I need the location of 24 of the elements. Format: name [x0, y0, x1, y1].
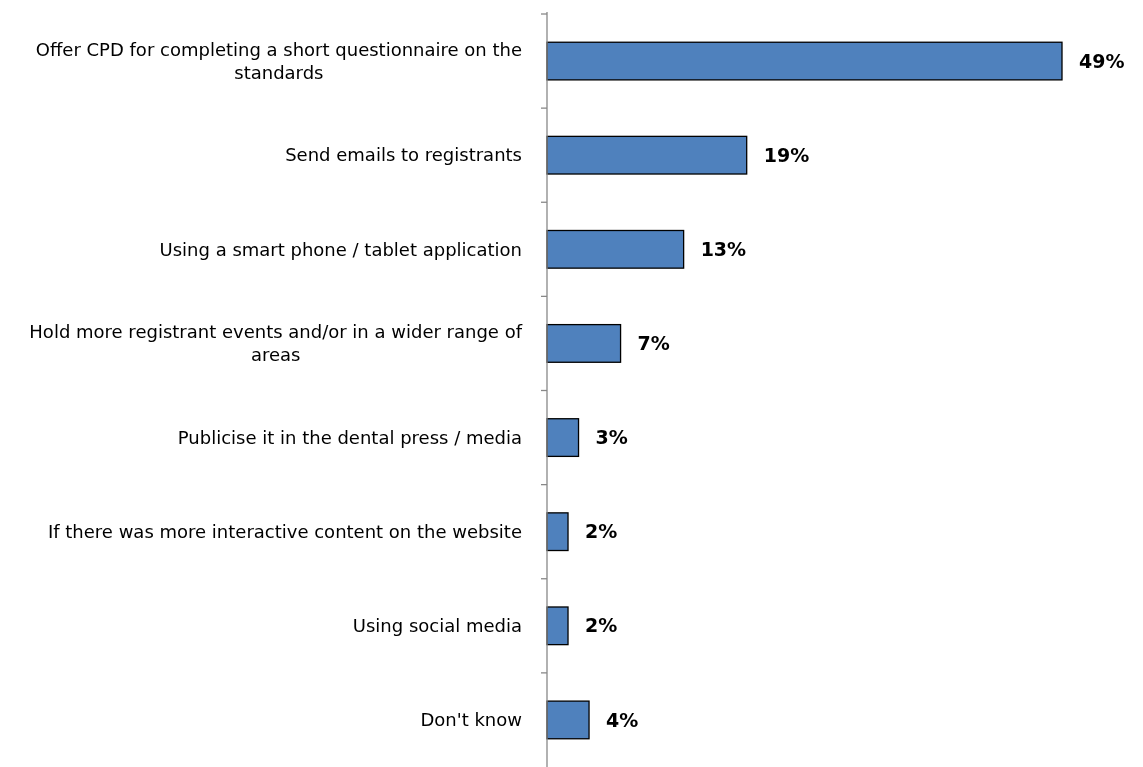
y-tick-label: Using social media — [352, 615, 522, 637]
data-label: 3% — [595, 426, 628, 449]
bar — [546, 41, 1063, 81]
y-tick-label: Offer CPD for completing a short questionnaire on the standards — [35, 38, 522, 83]
bar — [546, 606, 569, 646]
data-label: 49% — [1079, 49, 1125, 72]
y-tick-label: Hold more registrant events and/or in a wider range of areas — [29, 321, 523, 366]
data-label: 2% — [585, 520, 618, 543]
bar — [546, 700, 590, 740]
bar — [546, 135, 748, 175]
bar — [546, 512, 569, 552]
bar — [546, 418, 580, 458]
y-tick-label: If there was more interactive content on the website — [47, 520, 522, 542]
data-label: 13% — [700, 237, 747, 260]
y-tick-label: Publicise it in the dental press / media — [177, 426, 522, 448]
y-tick-label: Using a smart phone / tablet application — [159, 238, 522, 260]
data-label: 2% — [585, 614, 618, 637]
data-label: 19% — [763, 143, 810, 166]
bar — [546, 229, 685, 269]
data-label: 4% — [606, 708, 639, 731]
y-tick-label: Don't know — [420, 709, 522, 731]
y-tick-label: Send emails to registrants — [285, 144, 522, 166]
bar — [546, 323, 622, 363]
data-label: 7% — [637, 332, 670, 355]
